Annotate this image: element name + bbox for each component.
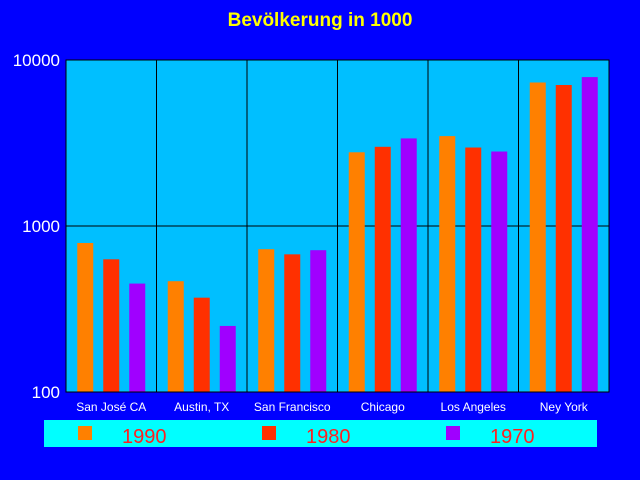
- bar-1970-4: [491, 151, 508, 392]
- x-tick-label: Los Angeles: [441, 400, 506, 414]
- legend-swatch-1980: [262, 426, 276, 440]
- y-tick-label: 10000: [13, 51, 60, 70]
- x-tick-label: Austin, TX: [174, 400, 229, 414]
- bar-1990-2: [258, 249, 275, 392]
- chart-title: Bevölkerung in 1000: [228, 10, 413, 31]
- legend-background: [44, 420, 597, 447]
- bar-1990-3: [348, 152, 365, 392]
- bar-1990-1: [167, 281, 184, 392]
- legend-label-1970: 1970: [490, 426, 535, 448]
- bar-1980-2: [284, 254, 301, 392]
- bar-1980-4: [465, 147, 482, 392]
- y-tick-label: 1000: [22, 217, 60, 236]
- plot-area: 100 1000 10000 San José CA Austin, TX San Fra…: [13, 51, 610, 414]
- x-tick-label: Chicago: [361, 400, 405, 414]
- bar-1990-4: [439, 136, 456, 392]
- x-tick-label: San José CA: [76, 400, 146, 414]
- bar-1990-5: [529, 82, 546, 393]
- bar-1970-2: [310, 250, 327, 392]
- bar-1980-1: [193, 297, 210, 392]
- bar-1990-0: [77, 242, 94, 392]
- bar-1980-0: [103, 259, 120, 392]
- legend-swatch-1970: [446, 426, 460, 440]
- bar-1970-0: [129, 283, 146, 392]
- bar-1970-3: [400, 138, 417, 392]
- bar-1980-3: [374, 146, 391, 392]
- bar-1970-1: [219, 325, 236, 392]
- bar-1970-5: [581, 77, 598, 393]
- legend-label-1990: 1990: [122, 426, 167, 448]
- bar-1980-5: [555, 84, 572, 393]
- legend-label-1980: 1980: [306, 426, 351, 448]
- x-tick-label: Ney York: [540, 400, 589, 414]
- y-tick-label: 100: [32, 383, 60, 402]
- legend: 1990 1980 1970: [44, 420, 597, 448]
- legend-swatch-1990: [78, 426, 92, 440]
- plot-border: [65, 59, 610, 393]
- x-tick-label: San Francisco: [254, 400, 331, 414]
